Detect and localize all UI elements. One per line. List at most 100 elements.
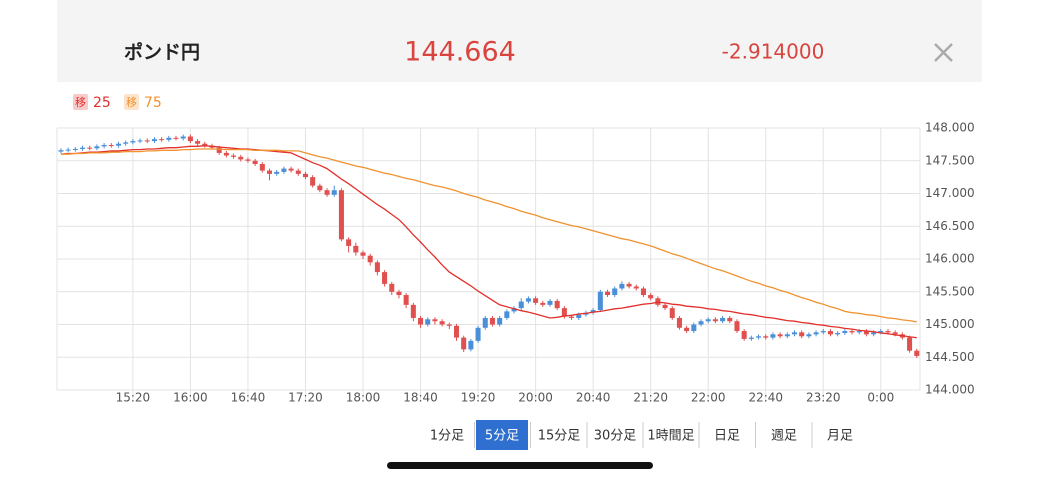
timeframe-button[interactable]: 1時間足 [647, 429, 694, 444]
candle-body [525, 298, 531, 302]
timeframe-button[interactable]: 15分足 [538, 429, 581, 444]
candle-body [274, 171, 280, 174]
candle-body [504, 311, 510, 318]
candle-body [338, 190, 344, 240]
candle-body [669, 308, 675, 318]
candle-body [835, 333, 841, 335]
y-tick-label: 148.000 [925, 121, 975, 135]
candle-body [863, 331, 869, 335]
ma-line [61, 148, 917, 323]
candle-body [108, 145, 114, 147]
legend-badge [124, 94, 139, 110]
candle-body [518, 301, 524, 309]
candle-body [871, 332, 877, 335]
candle-body [554, 300, 560, 309]
candle-body [712, 319, 718, 322]
candle-body [827, 331, 833, 335]
candle-body [698, 321, 704, 325]
candle-body [360, 252, 366, 256]
x-tick-label: 16:00 [173, 391, 208, 405]
candle-body [266, 170, 273, 174]
candle-body [187, 136, 193, 142]
candle-body [885, 331, 891, 333]
candle-body [648, 295, 654, 299]
candle-body [813, 332, 819, 335]
candle-body [705, 319, 711, 322]
candle-body [382, 272, 388, 284]
candle-body [633, 286, 639, 289]
x-tick-label: 17:20 [288, 391, 323, 405]
legend-label: 25 [93, 95, 111, 111]
candle-body [605, 291, 611, 296]
candle-body [626, 283, 632, 287]
candle-body [302, 173, 308, 178]
candle-body [418, 317, 424, 325]
candle-body [842, 331, 848, 334]
candle-body [101, 145, 107, 147]
candle-body [223, 152, 229, 156]
legend-label: 75 [144, 95, 162, 111]
x-tick-label: 15:20 [116, 391, 151, 405]
candle-body [878, 331, 884, 333]
candle-body [195, 141, 201, 144]
x-tick-label: 18:00 [346, 391, 381, 405]
candle-body [180, 136, 186, 139]
candle-body [691, 324, 697, 332]
candle-body [87, 147, 93, 149]
price: 144.664 [404, 37, 516, 68]
ma-line [60, 145, 917, 339]
candle-body [820, 331, 826, 333]
legend-badge-text: 移 [75, 96, 86, 109]
y-tick-label: 144.000 [925, 383, 975, 397]
candle-body [907, 337, 913, 351]
x-tick-label: 21:20 [633, 391, 668, 405]
x-tick-label: 22:00 [691, 391, 726, 405]
candle-body [115, 143, 122, 146]
candle-body [475, 327, 481, 341]
timeframe-button[interactable]: 週足 [771, 429, 797, 444]
candle-body [569, 316, 575, 318]
timeframe-button[interactable]: 日足 [714, 429, 740, 444]
candle-body [756, 336, 762, 338]
candle-body [597, 291, 603, 311]
candle-body [489, 317, 495, 325]
candle-body [159, 139, 165, 141]
candle-body [310, 177, 316, 186]
candle-body [410, 304, 416, 318]
candle-body [453, 325, 460, 338]
candle-body [58, 150, 64, 152]
candle-body [720, 317, 726, 322]
candle-body [231, 155, 237, 157]
timeframe-button[interactable]: 5分足 [485, 429, 519, 444]
y-tick-label: 145.000 [925, 317, 975, 331]
legend-badge [73, 94, 88, 110]
candle-body [576, 314, 582, 318]
candle-body [144, 140, 150, 142]
candle-body [295, 170, 301, 174]
x-tick-label: 20:40 [576, 391, 611, 405]
candle-body [640, 288, 646, 296]
candle-body [281, 168, 287, 172]
timeframe-button[interactable]: 1分足 [430, 429, 464, 444]
x-tick-label: 0:00 [867, 391, 894, 405]
y-tick-label: 146.500 [925, 219, 975, 233]
candle-body [791, 332, 798, 335]
candle-body [561, 308, 567, 317]
candle-body [432, 319, 438, 322]
candle-body [353, 245, 359, 253]
candle-body [763, 336, 769, 338]
candle-body [65, 149, 71, 151]
x-tick-label: 16:40 [231, 391, 266, 405]
candle-body [259, 164, 265, 171]
candle-body [540, 302, 546, 305]
close-button[interactable] [934, 43, 953, 62]
candle-body [482, 317, 488, 328]
candle-body [784, 334, 790, 337]
candle-body [202, 143, 208, 146]
candle-body [403, 295, 409, 305]
timeframe-button[interactable]: 30分足 [594, 429, 637, 444]
candle-body [173, 137, 179, 139]
x-tick-label: 18:40 [403, 391, 438, 405]
timeframe-button[interactable]: 月足 [827, 429, 853, 444]
candle-body [590, 310, 596, 313]
